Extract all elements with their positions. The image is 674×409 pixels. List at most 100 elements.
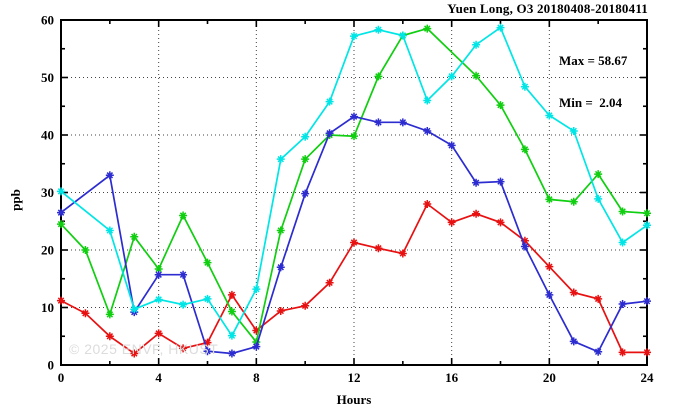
- data-point-marker: [618, 238, 627, 247]
- data-point-marker: [398, 31, 407, 40]
- data-point-marker: [569, 337, 578, 346]
- data-point-marker: [105, 332, 114, 341]
- data-point-marker: [301, 301, 310, 310]
- data-point-marker: [227, 290, 236, 299]
- y-axis-tick-labels: 0 10 20 30 40 50 60: [41, 13, 54, 373]
- svg-text:12: 12: [348, 370, 361, 385]
- x-axis-label: Hours: [336, 392, 372, 407]
- data-point-marker: [618, 348, 627, 357]
- data-point-marker: [618, 207, 627, 216]
- data-point-marker: [423, 24, 432, 33]
- data-point-marker: [398, 249, 407, 258]
- data-point-marker: [618, 300, 627, 309]
- data-point-marker: [301, 132, 310, 141]
- data-point-marker: [57, 208, 65, 217]
- data-point-marker: [569, 197, 578, 206]
- data-point-marker: [643, 209, 651, 218]
- series-green: [57, 24, 651, 346]
- data-point-marker: [105, 171, 114, 180]
- max-min-annotation: Max = 58.67 Min = 2.04: [559, 26, 627, 138]
- data-point-marker: [227, 349, 236, 358]
- svg-text:40: 40: [41, 128, 54, 143]
- data-point-marker: [179, 344, 188, 353]
- data-point-marker: [472, 209, 481, 218]
- data-point-marker: [276, 226, 285, 235]
- svg-text:20: 20: [543, 370, 556, 385]
- data-point-marker: [179, 211, 188, 220]
- data-point-marker: [276, 306, 285, 315]
- data-point-marker: [520, 236, 529, 245]
- data-point-marker: [179, 270, 188, 279]
- max-value-label: Max = 58.67: [559, 53, 628, 68]
- data-point-marker: [105, 310, 114, 319]
- data-point-marker: [57, 220, 65, 229]
- data-point-marker: [594, 347, 603, 356]
- data-point-marker: [520, 82, 529, 91]
- data-point-marker: [81, 246, 90, 254]
- svg-text:60: 60: [41, 13, 54, 28]
- svg-text:8: 8: [253, 370, 260, 385]
- data-point-marker: [325, 129, 334, 138]
- data-point-marker: [350, 238, 358, 247]
- data-point-marker: [447, 141, 456, 150]
- data-point-marker: [594, 194, 603, 203]
- data-point-marker: [252, 342, 261, 351]
- data-point-marker: [569, 288, 578, 297]
- min-value-label: Min = 2.04: [559, 95, 623, 110]
- svg-text:0: 0: [58, 370, 65, 385]
- data-point-marker: [545, 111, 554, 120]
- data-point-marker: [496, 101, 505, 110]
- data-point-marker: [643, 221, 651, 230]
- data-point-marker: [496, 218, 505, 227]
- data-point-marker: [350, 112, 358, 121]
- data-point-marker: [325, 278, 334, 287]
- data-point-marker: [520, 145, 529, 154]
- data-point-marker: [301, 155, 310, 164]
- data-point-marker: [325, 97, 334, 106]
- data-point-marker: [520, 242, 529, 251]
- svg-text:50: 50: [41, 70, 54, 85]
- svg-text:4: 4: [155, 370, 162, 385]
- data-point-marker: [374, 25, 383, 34]
- svg-text:0: 0: [48, 358, 55, 373]
- data-point-marker: [130, 232, 139, 241]
- svg-text:16: 16: [445, 370, 459, 385]
- series-green-line: [60, 27, 648, 344]
- data-point-marker: [472, 40, 481, 49]
- data-point-marker: [472, 71, 481, 80]
- data-point-marker: [252, 338, 261, 346]
- data-point-marker: [154, 329, 163, 338]
- data-point-marker: [423, 200, 432, 208]
- data-point-marker: [374, 118, 383, 127]
- series-cyan-line: [60, 26, 648, 338]
- chart-title: Yuen Long, O3 20180408-20180411: [447, 1, 648, 16]
- data-point-marker: [203, 347, 212, 356]
- watermark: © 2025 ENVF, HKUST: [69, 341, 219, 357]
- data-point-marker: [569, 126, 578, 135]
- data-point-marker: [496, 177, 505, 186]
- data-point-marker: [276, 155, 285, 164]
- series-cyan: [57, 23, 651, 340]
- data-point-marker: [105, 226, 114, 235]
- data-point-marker: [179, 300, 188, 309]
- data-point-marker: [203, 338, 212, 347]
- svg-text:24: 24: [641, 370, 655, 385]
- data-point-marker: [545, 195, 554, 204]
- data-point-marker: [423, 96, 432, 105]
- data-point-marker: [154, 270, 163, 279]
- data-point-marker: [545, 262, 554, 271]
- svg-text:10: 10: [41, 300, 54, 315]
- data-point-marker: [643, 297, 651, 306]
- data-point-marker: [301, 189, 310, 198]
- data-point-marker: [203, 294, 212, 303]
- data-point-marker: [57, 187, 65, 196]
- data-point-marker: [398, 118, 407, 127]
- data-point-marker: [81, 309, 90, 318]
- series-blue: [57, 112, 651, 358]
- data-point-marker: [203, 258, 212, 267]
- data-point-marker: [252, 285, 261, 294]
- svg-text:20: 20: [41, 243, 54, 258]
- series-blue-line: [60, 115, 648, 355]
